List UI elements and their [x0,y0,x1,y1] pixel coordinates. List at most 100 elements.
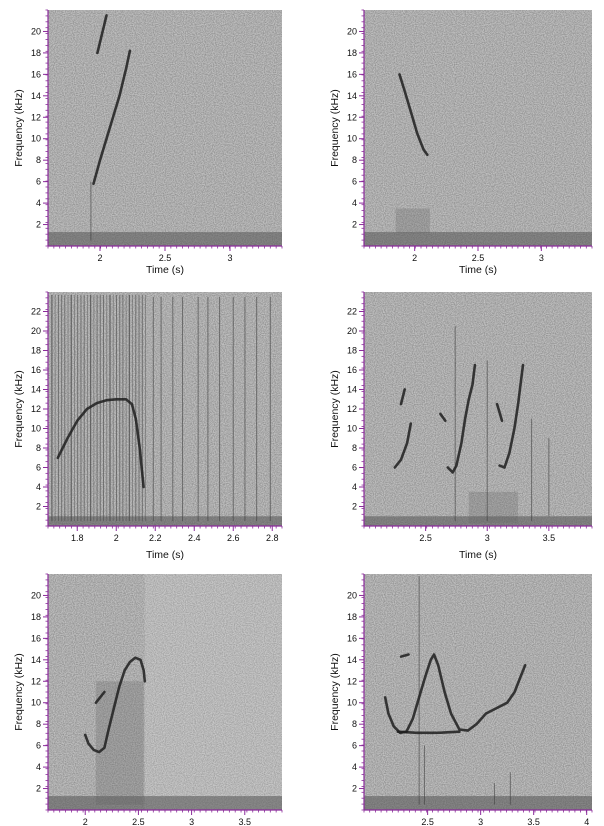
spectrogram-panel-2: 2 4 6 8 10 12 14 16 18 20 2 2.5 3 Frequency (kHz) Time… [329,9,593,276]
call-contour [495,402,504,422]
y-tick-label: 8 [352,155,357,165]
call-contour [439,412,447,422]
y-tick-label: 14 [347,385,357,395]
spectrogram-noise [364,292,592,526]
x-tick-label: 3 [189,817,194,826]
x-axis-label: Time (s) [146,549,184,561]
x-tick-label: 2 [83,817,88,826]
low-frequency-band [48,796,282,810]
spectrogram-panel-3: 2 4 6 8 10 12 14 16 18 20 22 1.8 2 2.2 2.4 2.6 2.8 Freque… [13,291,283,561]
y-tick-label: 20 [31,26,41,36]
low-frequency-band [364,232,592,246]
y-tick-label: 18 [347,346,357,356]
x-tick-label: 2.8 [266,533,279,543]
spectrogram-noise [48,574,282,810]
call-contour [399,653,410,658]
y-tick-label: 14 [347,655,357,665]
y-tick-label: 8 [36,155,41,165]
x-tick-label: 2.5 [132,817,145,826]
y-tick-label: 4 [36,482,41,492]
spectrogram-noise [364,10,592,246]
low-frequency-band [48,232,282,246]
y-tick-label: 22 [347,307,357,317]
x-tick-label: 3.5 [543,533,556,543]
y-tick-label: 14 [347,91,357,101]
y-axis-label: Frequency (kHz) [13,89,25,167]
y-tick-label: 6 [36,463,41,473]
y-tick-label: 4 [36,762,41,772]
y-tick-label: 2 [352,784,357,794]
x-tick-label: 2.6 [227,533,240,543]
y-tick-label: 10 [31,424,41,434]
y-tick-label: 18 [347,48,357,58]
spectrogram-panel-5: 2 4 6 8 10 12 14 16 18 20 2 2.5 3 3.5 Frequency (kHz) [13,573,283,826]
x-tick-label: 1.8 [71,533,84,543]
y-tick-label: 16 [31,365,41,375]
x-tick-label: 3 [485,533,490,543]
y-tick-label: 12 [347,404,357,414]
y-tick-label: 10 [31,698,41,708]
noise-patch [395,208,430,234]
y-axis-label: Frequency (kHz) [13,653,25,731]
y-tick-label: 8 [352,443,357,453]
x-tick-label: 4 [584,817,589,826]
spectrogram-noise [48,10,282,246]
y-tick-label: 6 [352,177,357,187]
y-tick-label: 6 [352,741,357,751]
spectrogram-panel-6: 2 4 6 8 10 12 14 16 18 20 2.5 3 3.5 4 Frequency (kHz) [329,573,593,826]
y-tick-label: 12 [31,112,41,122]
y-axis-label: Frequency (kHz) [329,89,341,167]
y-tick-label: 18 [31,346,41,356]
spectrogram-noise [48,292,282,526]
y-tick-label: 14 [31,655,41,665]
y-tick-label: 18 [31,612,41,622]
y-tick-label: 10 [31,134,41,144]
low-frequency-band [48,516,282,526]
y-tick-label: 10 [347,134,357,144]
y-tick-label: 6 [352,463,357,473]
call-contour [56,398,145,489]
x-axis-label: Time (s) [146,264,184,276]
spectrogram-panel-4: 2 4 6 8 10 12 14 16 18 20 22 2.5 3 3.5 Frequency (kHz)… [329,291,593,561]
y-tick-label: 16 [31,633,41,643]
y-tick-label: 2 [352,502,357,512]
y-tick-label: 16 [347,69,357,79]
y-tick-label: 18 [31,48,41,58]
spectrogram-light-region [144,574,282,810]
call-contour [498,363,525,469]
spectrogram-panel-1: 2 4 6 8 10 12 14 16 18 20 2 2.5 3 Frequency (kHz) Time… [13,9,283,276]
call-contour [398,73,429,157]
y-tick-label: 4 [352,762,357,772]
spectrogram-noise [364,574,592,810]
x-tick-label: 3 [227,253,232,263]
y-tick-label: 10 [347,698,357,708]
y-tick-label: 12 [347,676,357,686]
y-tick-label: 16 [31,69,41,79]
x-tick-label: 2 [412,253,417,263]
y-tick-label: 12 [31,404,41,414]
call-contour [393,422,413,469]
call-contour [446,363,477,474]
y-tick-label: 16 [347,365,357,375]
x-tick-label: 3.5 [527,817,540,826]
x-tick-label: 2.2 [149,533,162,543]
x-tick-label: 3 [539,253,544,263]
call-contour [83,656,147,754]
low-frequency-band [364,796,592,810]
call-contour [94,690,106,704]
y-axis-label: Frequency (kHz) [329,370,341,448]
x-tick-label: 3 [478,817,483,826]
y-tick-label: 22 [31,307,41,317]
x-tick-label: 2.5 [159,253,172,263]
noise-patch [468,491,519,524]
y-tick-label: 4 [352,198,357,208]
x-tick-label: 2.5 [421,817,434,826]
y-tick-label: 20 [31,590,41,600]
x-tick-label: 2.5 [472,253,485,263]
y-tick-label: 2 [352,220,357,230]
y-tick-label: 8 [36,443,41,453]
call-contour [399,388,406,406]
y-tick-label: 6 [36,741,41,751]
y-tick-label: 2 [36,502,41,512]
y-tick-label: 18 [347,612,357,622]
